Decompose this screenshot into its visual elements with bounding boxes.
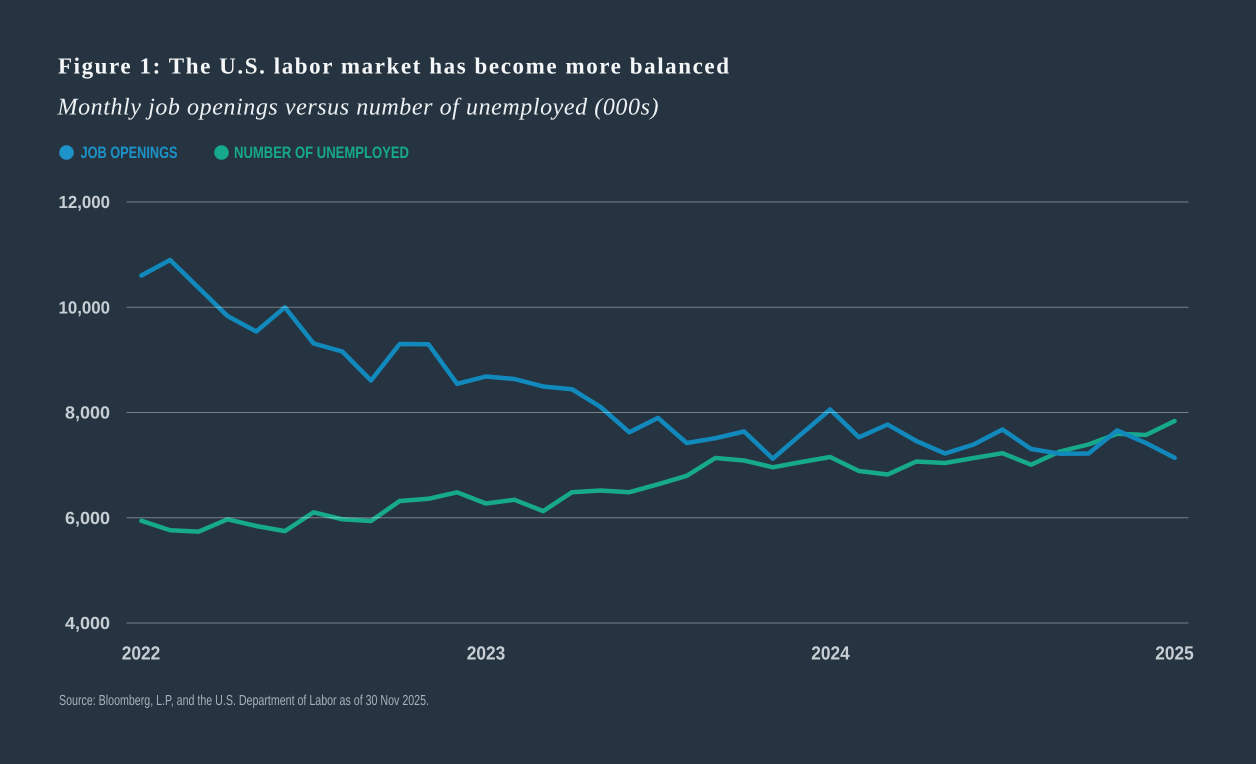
svg-text:12,000: 12,000 <box>59 192 111 212</box>
svg-text:NUMBER OF UNEMPLOYED: NUMBER OF UNEMPLOYED <box>234 144 409 162</box>
svg-text:Monthly job openings versus nu: Monthly job openings versus number of un… <box>57 95 659 121</box>
svg-text:2022: 2022 <box>122 644 161 665</box>
svg-text:Figure 1: The U.S. labor marke: Figure 1: The U.S. labor market has beco… <box>58 53 729 79</box>
svg-text:10,000: 10,000 <box>59 297 111 317</box>
svg-text:8,000: 8,000 <box>65 403 110 423</box>
svg-text:Source: Bloomberg, L.P, and th: Source: Bloomberg, L.P, and the U.S. Dep… <box>59 693 429 709</box>
svg-text:2023: 2023 <box>467 644 506 665</box>
svg-text:2025: 2025 <box>1155 644 1194 665</box>
svg-text:JOB OPENINGS: JOB OPENINGS <box>81 144 178 162</box>
svg-text:4,000: 4,000 <box>65 613 110 633</box>
svg-text:6,000: 6,000 <box>65 508 110 528</box>
svg-text:2024: 2024 <box>811 644 850 665</box>
